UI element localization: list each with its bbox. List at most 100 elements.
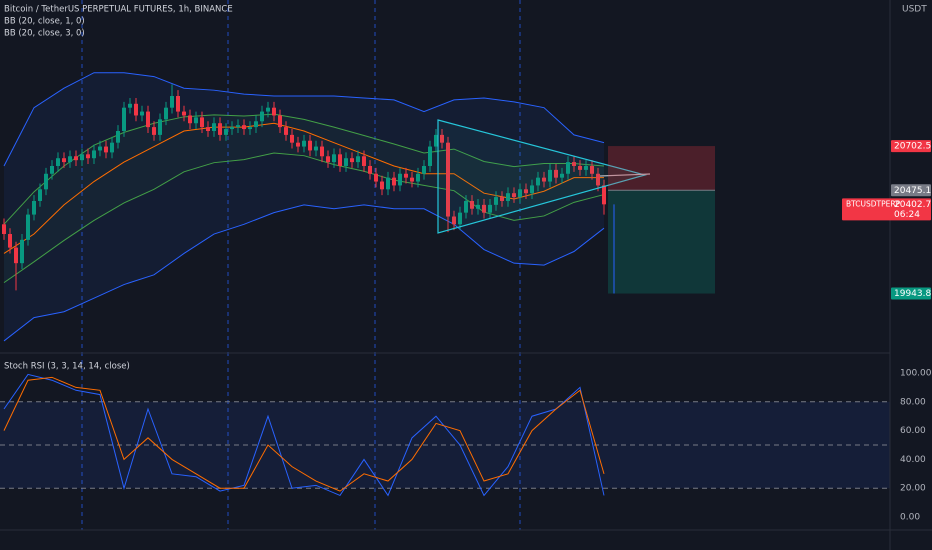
inner-band-fill [4,114,604,283]
last-price-bg [842,198,931,221]
candle-body [188,115,192,124]
triangle [437,119,648,234]
rsi-tick-label: 0.00 [900,513,920,523]
candle-body [146,111,150,128]
candle-body [530,185,534,194]
triangle-drawing [437,119,651,234]
candle-body [110,142,114,153]
candle-body [206,127,210,132]
candle-body [584,165,588,170]
candle-body [344,158,348,166]
candle-body [140,111,144,116]
candle-body [158,119,162,135]
candle-body [14,247,18,264]
axes: 20702.520475.119943.8BTCUSDTPERP20402.70… [842,140,932,523]
candle-body [434,134,438,147]
candle-body [218,123,222,135]
countdown: 06:24 [894,210,920,220]
candle-body [590,165,594,174]
currency-label: USDT [902,5,927,15]
stoch-title: Stoch RSI (3, 3, 14, 14, close) [4,362,130,372]
target-price-label: 19943.8 [894,289,931,299]
candle-body [272,107,276,116]
candle-body [542,177,546,182]
candle-body [374,173,378,182]
candle-body [2,224,6,235]
chart-title: Bitcoin / TetherUS PERPETUAL FUTURES, 1h… [4,5,233,15]
candle-body [536,177,540,186]
candle-body [596,173,600,186]
candle-body [20,239,24,264]
bb-line [3,204,605,342]
candle-body [44,173,48,190]
candle-body [266,107,270,112]
candle-body [56,158,60,166]
candle-body [152,127,156,135]
candle-body [362,156,366,166]
candle-body [476,204,480,209]
stoch-line [3,373,605,497]
candle-body [128,103,132,108]
entry-price-label-bg [891,184,931,197]
symbol-tag: BTCUSDTPERP [846,199,901,208]
last-price-label: 20402.7 [894,200,931,210]
candle-body [296,142,300,147]
candle-body [212,123,216,132]
rsi-tick-label: 40.00 [900,455,926,465]
candle-body [230,127,234,130]
candle-body [134,103,138,116]
target-zone [608,190,715,294]
candle-body [290,134,294,143]
candle-body [308,140,312,151]
candle-body [428,146,432,166]
stoch-line [3,376,605,492]
bb-line [3,72,605,167]
candle-body [404,173,408,178]
candle-body [470,200,474,209]
candle-body [98,146,102,151]
candle-body [410,177,414,182]
session-breaks [81,0,521,530]
candle-body [260,111,264,122]
candle-body [314,146,318,151]
candle-body [398,173,402,186]
rsi-tick-label: 80.00 [900,397,926,407]
candle-body [92,150,96,159]
candle-body [500,197,504,201]
rsi-tick-label: 20.00 [900,484,926,494]
candle-body [368,165,372,174]
candle-body [416,173,420,182]
indicator-label: BB (20, close, 1, 0) [4,17,85,27]
candle-body [518,189,522,198]
candle-body [38,189,42,201]
candle-body [386,177,390,190]
candle-body [494,197,498,205]
candle-body [338,154,342,166]
candle-body [194,117,198,124]
candle-body [332,154,336,163]
rsi-tick-label: 100.00 [900,369,932,379]
entry-price-label: 20475.1 [894,186,931,196]
stop-zone [608,146,715,191]
candle-body [458,212,462,225]
candle-body [422,165,426,174]
candle-body [560,173,564,178]
candle-body [80,154,84,161]
candle-body [50,165,54,174]
candle-body [350,158,354,163]
candle-body [566,162,570,174]
candle-body [554,169,558,178]
candle-body [446,142,450,217]
position-tool [608,146,715,294]
candle-body [452,216,456,225]
candle-body [380,181,384,190]
candle-body [488,204,492,213]
candle-body [182,111,186,116]
legend: Bitcoin / TetherUS PERPETUAL FUTURES, 1h… [4,5,927,372]
candle-body [548,169,552,182]
candle-body [74,156,78,161]
candle-body [320,146,324,157]
stoch-pane [0,373,890,497]
stop-price-label-bg [891,140,931,153]
candle-body [32,200,36,215]
